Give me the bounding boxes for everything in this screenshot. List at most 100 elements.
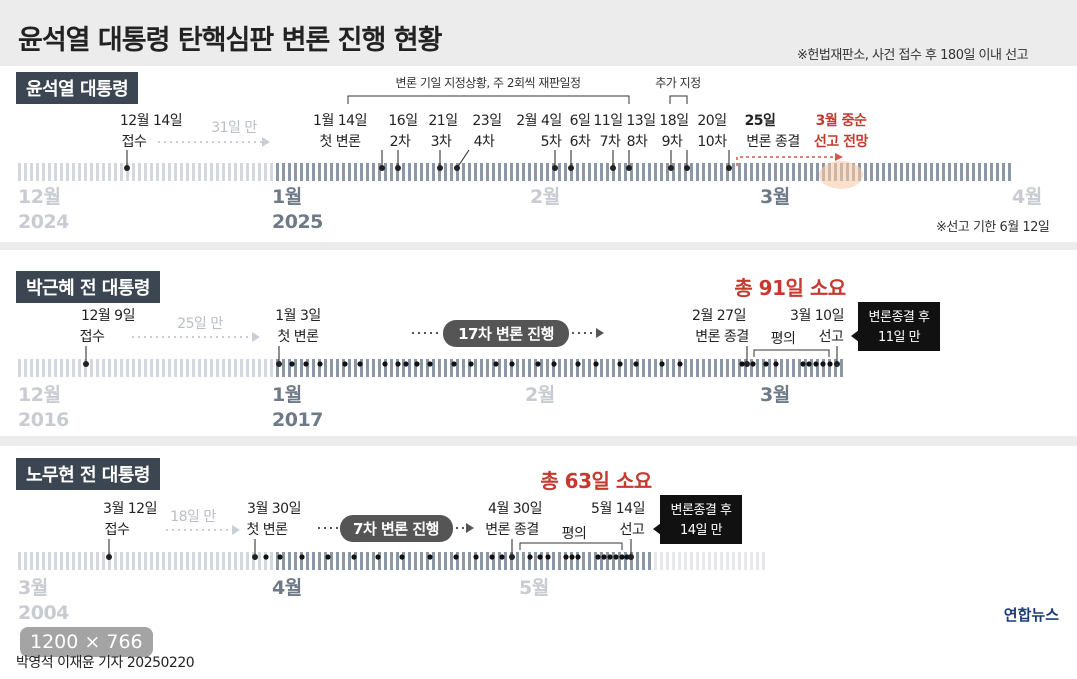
timeline-tick <box>102 359 105 377</box>
event-10th: 20일 10차 <box>684 113 728 171</box>
timeline-tick <box>336 359 339 377</box>
roh-callout-box <box>660 495 742 544</box>
timeline-tick <box>198 552 201 570</box>
timeline-tick <box>444 163 447 181</box>
timeline-tick <box>180 163 183 181</box>
timeline-tick <box>222 163 225 181</box>
timeline-tick <box>822 359 825 377</box>
svg-text:7차: 7차 <box>600 134 621 150</box>
timeline-tick <box>216 359 219 377</box>
timeline-tick <box>672 359 675 377</box>
timeline-tick <box>468 163 471 181</box>
timeline-tick <box>480 552 483 570</box>
timeline-tick <box>678 163 681 181</box>
timeline-tick <box>66 359 69 377</box>
svg-text:3차: 3차 <box>431 134 452 150</box>
timeline-tick <box>1002 163 1005 181</box>
hearing-dot <box>509 361 515 367</box>
timeline-tick <box>66 552 69 570</box>
timeline-tick <box>600 552 603 570</box>
hearing-dot <box>499 554 505 560</box>
timeline-tick <box>102 552 105 570</box>
event-receipt: 12월 14일 접수 <box>120 113 183 171</box>
timeline-tick <box>348 552 351 570</box>
park-event-first-hearing: 1월 3일 첫 변론 <box>275 308 321 367</box>
timeline-tick <box>294 552 297 570</box>
hearing-dot <box>827 361 833 367</box>
timeline-tick <box>486 163 489 181</box>
timeline-tick <box>210 359 213 377</box>
timeline-tick <box>570 359 573 377</box>
timeline-tick <box>114 359 117 377</box>
timeline-tick <box>30 163 33 181</box>
timeline-tick <box>390 359 393 377</box>
timeline-tick <box>402 552 405 570</box>
roh-deliberation-label: 평의 <box>562 526 587 542</box>
roh-event-closing: 4월 30일 변론 종결 <box>485 501 542 560</box>
timeline-tick <box>696 359 699 377</box>
hearing-dot <box>575 554 581 560</box>
timeline-tick <box>540 163 543 181</box>
timeline-tick <box>996 163 999 181</box>
timeline-tick <box>288 163 291 181</box>
timeline-tick <box>594 163 597 181</box>
timeline-tick <box>732 552 735 570</box>
timeline-tick <box>444 552 447 570</box>
timeline-tick <box>522 359 525 377</box>
month-jan-2017: 1월 <box>272 384 302 406</box>
timeline-tick <box>354 163 357 181</box>
svg-text:23일: 23일 <box>472 113 501 129</box>
park-callout-line1: 변론종결 후 <box>869 310 930 325</box>
timeline-tick <box>786 359 789 377</box>
timeline-tick <box>192 163 195 181</box>
timeline-tick <box>762 359 765 377</box>
hearing-dot <box>468 361 474 367</box>
timeline-tick <box>666 163 669 181</box>
timeline-tick <box>246 163 249 181</box>
timeline-tick <box>720 163 723 181</box>
timeline-tick <box>372 359 375 377</box>
timeline-tick <box>108 552 111 570</box>
timeline-tick <box>456 163 459 181</box>
timeline-tick <box>684 163 687 181</box>
timeline-tick <box>258 359 261 377</box>
hearing-dot <box>453 554 459 560</box>
timeline-tick <box>672 163 675 181</box>
roh-callout-line1: 변론종결 후 <box>671 503 732 518</box>
gap-label: 31일 만 <box>211 120 257 136</box>
timeline-tick <box>318 163 321 181</box>
svg-text:접수: 접수 <box>80 329 105 345</box>
timeline-tick <box>126 359 129 377</box>
timeline-tick <box>540 359 543 377</box>
timeline-tick <box>492 359 495 377</box>
timeline-tick <box>126 163 129 181</box>
park-deliberation-bracket <box>753 349 830 357</box>
timeline-tick <box>342 552 345 570</box>
timeline-tick <box>864 163 867 181</box>
timeline-tick <box>654 552 657 570</box>
hearing-dot <box>601 554 607 560</box>
park-callout-line2: 11일 만 <box>878 330 921 345</box>
timeline-tick <box>336 552 339 570</box>
timeline-tick <box>576 163 579 181</box>
timeline-tick <box>468 552 471 570</box>
timeline-tick <box>618 163 621 181</box>
svg-text:2차: 2차 <box>390 134 411 150</box>
timeline-tick <box>234 552 237 570</box>
timeline-tick <box>450 359 453 377</box>
hearing-dot <box>820 361 826 367</box>
year-2024: 2024 <box>18 211 69 233</box>
timeline-tick <box>570 552 573 570</box>
timeline-tick <box>318 359 321 377</box>
month-mar-2004: 3월 <box>18 577 48 599</box>
hearing-dot <box>806 361 812 367</box>
svg-text:25일: 25일 <box>745 113 776 129</box>
timeline-tick <box>438 163 441 181</box>
roh-event-receipt: 3월 12일 접수 <box>103 501 157 560</box>
timeline-tick <box>228 552 231 570</box>
roh-callout-line2: 14일 만 <box>680 523 723 538</box>
timeline-tick <box>546 163 549 181</box>
timeline-tick <box>486 359 489 377</box>
timeline-tick <box>234 163 237 181</box>
timeline-tick <box>78 359 81 377</box>
